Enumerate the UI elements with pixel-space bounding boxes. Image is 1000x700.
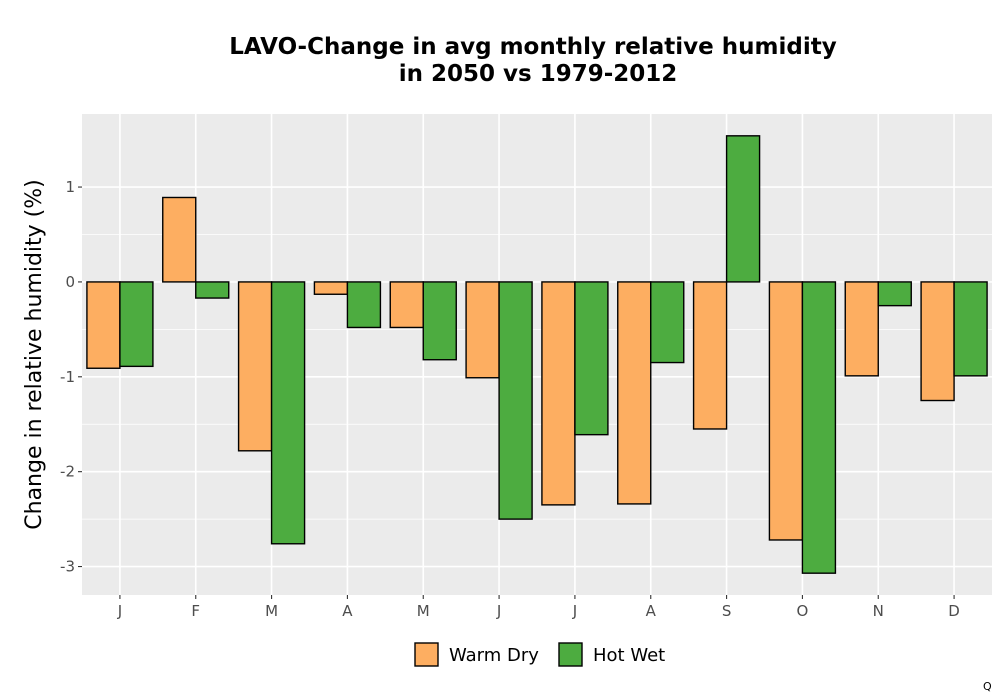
bar-warm-dry-11	[920, 281, 955, 402]
y-tick-label: -1	[60, 368, 75, 386]
x-tick-label: J	[572, 602, 577, 620]
bar-hot-wet-9	[801, 281, 837, 574]
chart-title-line-2: in 2050 vs 1979-2012	[399, 61, 678, 87]
chart-title-line-1: LAVO-Change in avg monthly relative humi…	[229, 34, 836, 60]
x-tick-label: O	[797, 602, 809, 620]
legend-label-hot-wet: Hot Wet	[593, 645, 665, 666]
bar-warm-dry-2	[237, 281, 273, 452]
grid-minor	[82, 234, 992, 520]
x-tick-label: A	[646, 602, 657, 620]
bar-hot-wet-7	[650, 281, 685, 364]
x-tick-label: M	[417, 602, 430, 620]
x-tick-label: S	[722, 602, 732, 620]
x-tick-label: J	[496, 602, 501, 620]
legend-key-warm-dry	[414, 642, 439, 667]
plot-panel	[82, 114, 992, 595]
bar-hot-wet-10	[877, 281, 912, 307]
x-tick-label: A	[342, 602, 353, 620]
bar-warm-dry-5	[465, 281, 500, 379]
bar-warm-dry-8	[692, 281, 728, 430]
bar-warm-dry-0	[86, 281, 121, 369]
bar-warm-dry-10	[844, 281, 879, 377]
bar-hot-wet-11	[953, 281, 988, 377]
y-tick-label: 1	[65, 178, 75, 196]
y-tick-label: -2	[60, 463, 75, 481]
legend-key-hot-wet	[558, 642, 583, 667]
bar-hot-wet-4	[422, 281, 457, 361]
x-tick-label: D	[948, 602, 960, 620]
bar-warm-dry-9	[768, 281, 804, 541]
bar-hot-wet-5	[498, 281, 533, 520]
bar-warm-dry-1	[162, 196, 197, 283]
bars	[86, 135, 988, 574]
bar-hot-wet-8	[725, 135, 761, 283]
x-tick-label: N	[873, 602, 884, 620]
bar-hot-wet-3	[346, 281, 382, 329]
bar-warm-dry-6	[541, 281, 576, 506]
y-tick-label: 0	[65, 273, 75, 291]
x-tick-label: F	[191, 602, 200, 620]
bar-hot-wet-2	[270, 281, 306, 545]
x-tick-label: M	[265, 602, 278, 620]
corner-mark: Q	[983, 680, 992, 693]
bar-warm-dry-7	[617, 281, 652, 505]
y-axis-ticks: 1 0 -1 -2 -3	[60, 178, 82, 576]
y-axis-title: Change in relative humidity (%)	[22, 179, 47, 529]
y-tick-label: -3	[60, 558, 75, 576]
bar-hot-wet-1	[195, 281, 230, 299]
bar-hot-wet-6	[574, 281, 609, 436]
bar-hot-wet-0	[119, 281, 154, 368]
bar-warm-dry-3	[313, 281, 349, 295]
x-tick-label: J	[117, 602, 122, 620]
bar-warm-dry-4	[389, 281, 424, 329]
legend: Warm Dry Hot Wet	[414, 642, 665, 667]
legend-label-warm-dry: Warm Dry	[449, 645, 539, 666]
